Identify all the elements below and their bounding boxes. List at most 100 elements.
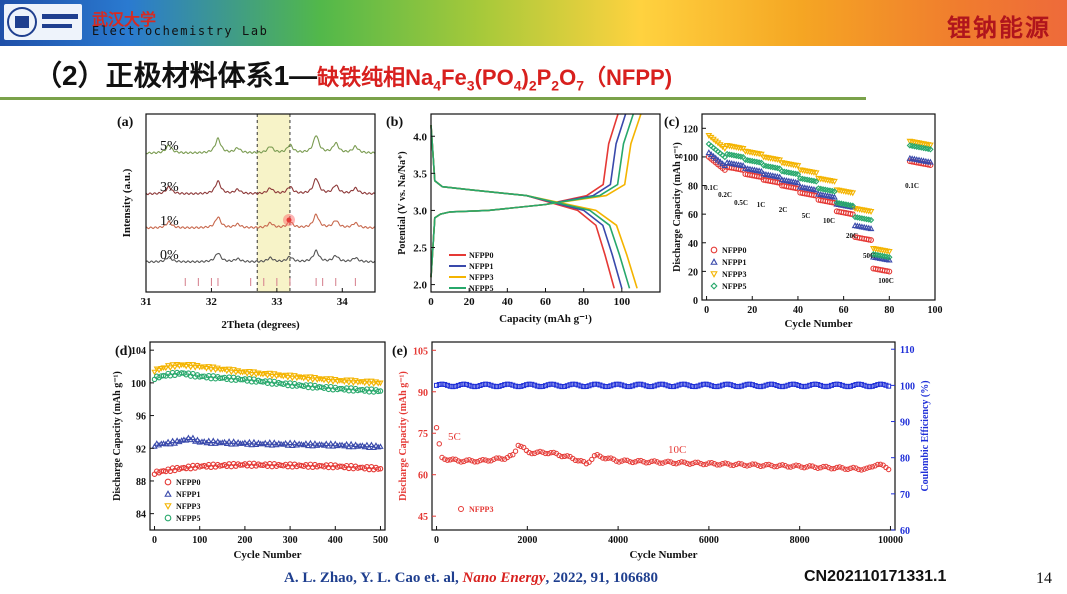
capacity-point xyxy=(474,459,481,465)
capacity-point xyxy=(608,455,614,461)
capacity-point xyxy=(673,460,679,467)
cycle-d-point-NFPP3 xyxy=(266,370,273,377)
cycle-d-point-NFPP1 xyxy=(271,439,278,445)
xrd-label-5pct: 5% xyxy=(160,139,179,154)
cycle-d-point-NFPP1 xyxy=(286,439,294,446)
cycle-d-point-NFPP3 xyxy=(151,369,158,376)
c-y-label: Discharge Capacity (mAh g⁻¹) xyxy=(672,142,683,272)
rate-point-NFPP1 xyxy=(721,162,729,169)
header-banner: 武汉大学 Electrochemistry Lab 锂钠能源 xyxy=(0,0,1067,46)
cycle-d-point-NFPP1 xyxy=(185,434,192,441)
capacity-point xyxy=(766,461,772,468)
cycle-d-point-NFPP1 xyxy=(262,439,269,446)
capacity-point xyxy=(648,458,655,465)
e-y2-tick-label: 60 xyxy=(900,526,910,537)
e-frame xyxy=(431,341,896,531)
d-y-tick-label: 104 xyxy=(131,346,146,357)
capacity-point xyxy=(717,462,723,468)
capacity-point xyxy=(687,461,693,467)
b-y-tick-label: 3.5 xyxy=(413,168,427,180)
capacity-point xyxy=(809,463,816,469)
legend-d-marker-NFPP5 xyxy=(164,514,172,522)
cycle-d-point-NFPP1 xyxy=(311,440,319,446)
b-y-tick-label: 4.0 xyxy=(413,131,427,143)
capacity-point xyxy=(629,459,636,466)
capacity-point xyxy=(510,452,516,458)
capacity-point xyxy=(619,458,625,464)
title-highlight: 缺铁纯相Na4Fe3(PO4)2P2O7（NFPP) xyxy=(317,65,673,94)
capacity-point xyxy=(763,461,769,468)
cycle-d-point-NFPP3 xyxy=(212,367,219,374)
efficiency-point xyxy=(837,381,843,387)
cycle-d-point-NFPP3 xyxy=(325,378,332,385)
cycle-d-point-NFPP1 xyxy=(228,440,235,447)
rate-point-NFPP1 xyxy=(927,158,934,165)
efficiency-point xyxy=(777,383,783,389)
cycle-d-point-NFPP1 xyxy=(173,437,181,443)
capacity-point xyxy=(531,450,538,457)
capacity-point xyxy=(692,459,698,466)
efficiency-point xyxy=(504,381,510,387)
cycle-d-point-NFPP1 xyxy=(345,443,352,450)
efficiency-point xyxy=(782,383,788,389)
discharge-curve-NFPP5 xyxy=(430,125,631,289)
capacity-point xyxy=(725,461,731,467)
capacity-point xyxy=(689,460,696,467)
efficiency-point xyxy=(752,383,758,389)
efficiency-point xyxy=(548,381,554,387)
cycle-d-point-NFPP3 xyxy=(232,369,240,376)
c-x-tick-label: 80 xyxy=(884,305,894,316)
efficiency-point xyxy=(630,383,636,389)
rate-label: 0.2C xyxy=(718,191,732,199)
cycle-d-point-NFPP3 xyxy=(223,368,230,375)
rate-point-NFPP1 xyxy=(712,154,720,161)
efficiency-point xyxy=(657,381,663,387)
legend-d-label-NFPP3: NFPP3 xyxy=(176,502,200,511)
capacity-point xyxy=(793,462,799,468)
capacity-point xyxy=(496,455,502,461)
cycle-d-point-NFPP3 xyxy=(167,365,174,371)
efficiency-point xyxy=(502,382,508,388)
d-frame xyxy=(149,341,386,531)
c-x-tick-label: 0 xyxy=(704,305,709,316)
capacity-point xyxy=(559,453,565,460)
d-y-tick-label: 92 xyxy=(136,444,146,455)
cycle-d-point-NFPP1 xyxy=(225,438,233,444)
efficiency-point xyxy=(649,384,655,390)
efficiency-point xyxy=(883,382,889,388)
rate-point-NFPP1 xyxy=(716,158,724,165)
efficiency-point xyxy=(534,383,540,389)
capacity-point xyxy=(804,464,810,470)
e-y-tick-label: 45 xyxy=(418,512,428,523)
cycle-d-point-NFPP1 xyxy=(194,436,201,443)
cycle-d-point-NFPP3 xyxy=(370,381,377,388)
xrd-y-label: Intensity (a.u.) xyxy=(121,168,133,237)
efficiency-point xyxy=(646,384,652,390)
c-y-tick-label: 60 xyxy=(688,210,698,221)
capacity-point xyxy=(842,466,848,472)
capacity-point xyxy=(828,466,835,472)
capacity-point xyxy=(670,460,677,467)
c-y-tick-label: 120 xyxy=(683,124,698,135)
efficiency-point xyxy=(611,382,617,388)
efficiency-point xyxy=(747,381,753,387)
cycle-d-point-NFPP1 xyxy=(305,442,312,449)
rate-point-NFPP3 xyxy=(831,178,838,185)
rate-point-NFPP3 xyxy=(794,163,802,170)
rate-label: 1C xyxy=(757,201,766,209)
cycle-d-point-NFPP1 xyxy=(201,438,208,444)
cycle-d-point-NFPP3 xyxy=(169,362,176,368)
rate-label: 20C xyxy=(846,232,858,240)
cycle-d-point-NFPP0 xyxy=(375,466,381,472)
capacity-point xyxy=(643,460,649,466)
cycle-d-point-NFPP1 xyxy=(151,443,158,449)
rate-point-NFPP1 xyxy=(710,152,717,159)
efficiency-point xyxy=(722,381,728,387)
cycle-d-point-NFPP3 xyxy=(248,372,255,378)
capacity-point xyxy=(540,449,546,455)
panel-c-label: (c) xyxy=(664,115,680,130)
cycle-d-point-NFPP3 xyxy=(300,375,307,382)
cycle-d-point-NFPP1 xyxy=(368,441,375,448)
efficiency-point xyxy=(491,383,497,389)
e-x-tick-label: 2000 xyxy=(517,535,537,546)
